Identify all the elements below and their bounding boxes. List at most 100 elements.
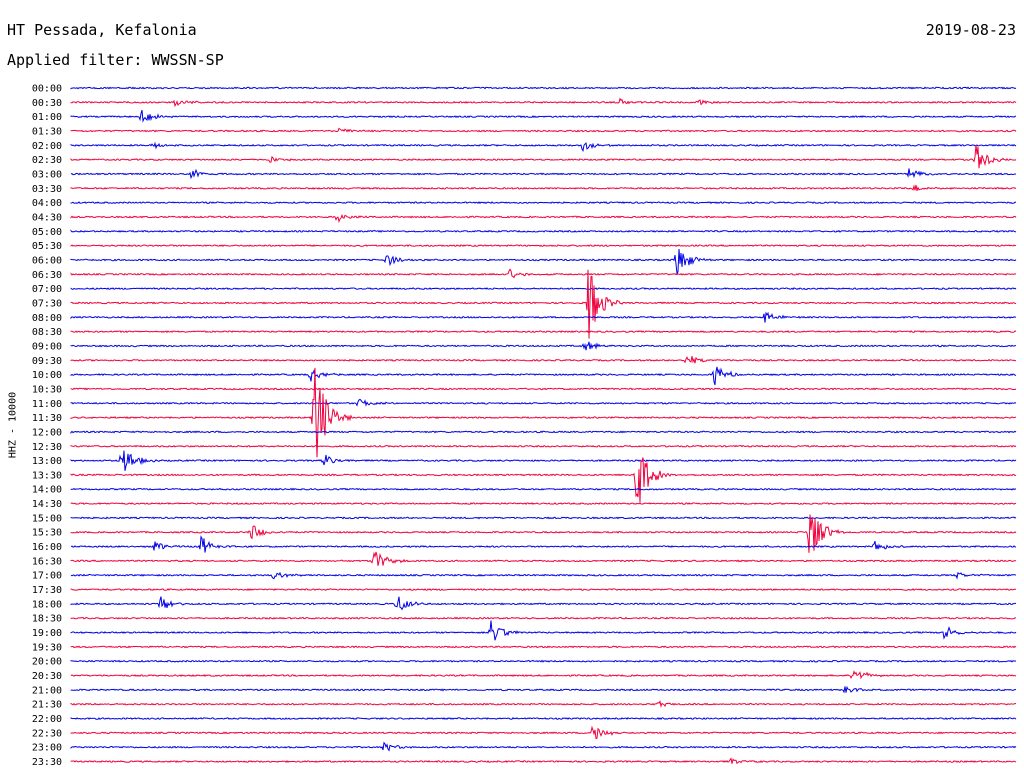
row-time-label: 22:00 — [32, 714, 62, 725]
row-time-label: 21:30 — [32, 700, 62, 711]
trace-line — [70, 330, 1017, 334]
trace-line — [70, 450, 1017, 471]
trace-line — [70, 717, 1017, 720]
row-time-label: 07:30 — [32, 298, 62, 309]
row-time-label: 13:30 — [32, 470, 62, 481]
row-time-label: 15:00 — [32, 513, 62, 524]
trace-line — [70, 367, 1017, 458]
row-time-label: 04:00 — [32, 198, 62, 209]
row-time-label: 05:00 — [32, 227, 62, 238]
row-time-label: 00:00 — [32, 84, 62, 95]
trace-line — [70, 444, 1017, 448]
row-time-label: 14:30 — [32, 499, 62, 510]
row-time-label: 20:00 — [32, 657, 62, 668]
trace-line — [70, 168, 1017, 180]
trace-line — [70, 516, 1017, 520]
trace-line — [70, 596, 1017, 611]
row-time-label: 11:30 — [32, 413, 62, 424]
trace-line — [70, 269, 1017, 339]
trace-line — [70, 144, 1017, 169]
row-time-label: 08:30 — [32, 327, 62, 338]
row-time-label: 18:30 — [32, 614, 62, 625]
row-time-label: 16:00 — [32, 542, 62, 553]
row-time-label: 16:30 — [32, 556, 62, 567]
trace-line — [70, 669, 1017, 680]
row-time-label: 14:00 — [32, 485, 62, 496]
row-time-label: 23:30 — [32, 757, 62, 768]
trace-line — [70, 109, 1016, 123]
station-title: HT Pessada, Kefalonia — [7, 21, 197, 39]
trace-line — [70, 387, 1017, 391]
row-time-label: 05:30 — [32, 241, 62, 252]
trace-line — [70, 741, 1017, 752]
trace-line — [70, 398, 1017, 407]
trace-line — [70, 430, 1017, 434]
row-time-label: 03:30 — [32, 184, 62, 195]
filter-label: Applied filter: WWSSN-SP — [7, 51, 224, 69]
row-time-label: 19:00 — [32, 628, 62, 639]
trace-line — [70, 366, 1016, 386]
row-time-label: 18:00 — [32, 599, 62, 610]
trace-line — [70, 645, 1017, 649]
row-time-label: 10:30 — [32, 384, 62, 395]
row-time-label: 09:30 — [32, 356, 62, 367]
row-time-label: 19:30 — [32, 642, 62, 653]
trace-line — [70, 514, 1017, 553]
trace-line — [70, 487, 1017, 491]
row-time-label: 02:30 — [32, 155, 62, 166]
trace-line — [70, 341, 1017, 351]
trace-line — [70, 725, 1017, 740]
row-time-label: 06:30 — [32, 270, 62, 281]
row-time-label: 00:30 — [32, 98, 62, 109]
row-time-label: 04:30 — [32, 212, 62, 223]
trace-line — [70, 535, 1017, 553]
trace-line — [70, 229, 1016, 233]
row-time-label: 20:30 — [32, 671, 62, 682]
row-time-label: 03:00 — [32, 169, 62, 180]
date-label: 2019-08-23 — [925, 21, 1016, 39]
trace-line — [70, 757, 1017, 765]
trace-line — [70, 268, 1017, 279]
row-time-label: 13:00 — [32, 456, 62, 467]
row-time-label: 22:30 — [32, 728, 62, 739]
trace-line — [70, 201, 1017, 205]
row-time-label: 21:00 — [32, 685, 62, 696]
row-time-label: 10:00 — [32, 370, 62, 381]
trace-line — [70, 699, 1017, 708]
trace-line — [70, 685, 1017, 694]
trace-line — [70, 551, 1017, 566]
trace-line — [70, 248, 1017, 275]
trace-line — [70, 356, 1017, 364]
trace-line — [70, 86, 1017, 90]
trace-line — [70, 616, 1017, 620]
row-time-label: 12:30 — [32, 442, 62, 453]
row-time-label: 17:00 — [32, 571, 62, 582]
row-time-label: 01:30 — [32, 126, 62, 137]
trace-line — [70, 457, 1017, 503]
trace-line — [70, 571, 1017, 580]
trace-line — [70, 620, 1017, 641]
row-time-label: 08:00 — [32, 313, 62, 324]
trace-line — [70, 127, 1017, 133]
row-time-label: 17:30 — [32, 585, 62, 596]
trace-line — [70, 97, 1017, 108]
trace-line — [70, 659, 1017, 663]
row-time-label: 23:00 — [32, 743, 62, 754]
trace-line — [70, 213, 1017, 223]
row-time-label: 09:00 — [32, 341, 62, 352]
row-time-label: 12:00 — [32, 427, 62, 438]
trace-line — [70, 287, 1017, 291]
trace-line — [70, 588, 1017, 591]
trace-line — [70, 311, 1016, 323]
row-time-label: 15:30 — [32, 528, 62, 539]
trace-line — [70, 502, 1017, 506]
row-time-label: 06:00 — [32, 255, 62, 266]
trace-line — [70, 141, 1017, 152]
row-time-label: 07:00 — [32, 284, 62, 295]
row-time-label: 02:00 — [32, 141, 62, 152]
row-time-label: 01:00 — [32, 112, 62, 123]
row-time-label: 11:00 — [32, 399, 62, 410]
trace-line — [70, 184, 1017, 191]
trace-line — [70, 244, 1017, 248]
